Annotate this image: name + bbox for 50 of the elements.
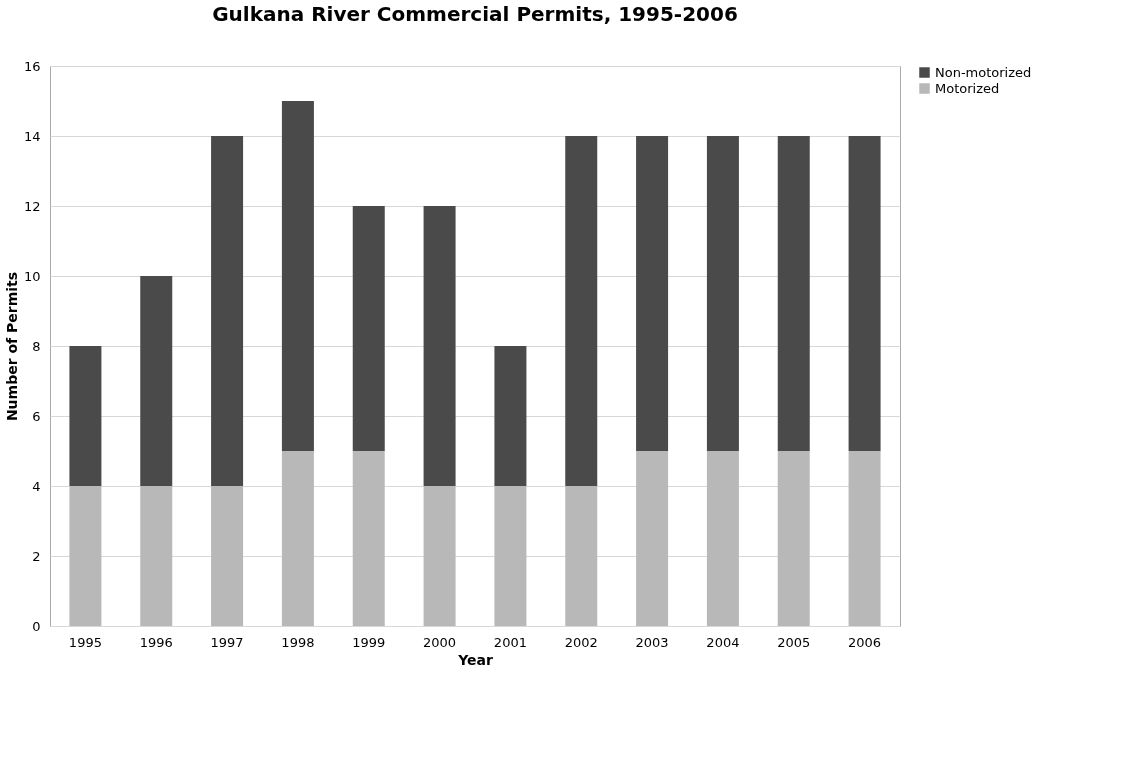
x-tick-label: 2000: [423, 634, 457, 650]
bar: [494, 486, 527, 626]
bar: [777, 451, 810, 626]
y-axis-title: Number of Permits: [3, 271, 20, 422]
bar: [848, 451, 881, 626]
bar: [777, 136, 810, 451]
bar: [565, 136, 598, 486]
x-tick-label: 1995: [68, 634, 102, 650]
y-tick-label: 6: [32, 408, 41, 424]
y-tick-label: 2: [32, 548, 41, 564]
bar: [211, 486, 244, 626]
x-axis-title: Year: [457, 651, 493, 668]
bar: [281, 101, 314, 451]
y-tick-label: 8: [32, 338, 41, 354]
y-tick-label: 4: [32, 478, 41, 494]
x-tick-label: 2004: [706, 634, 740, 650]
bar: [706, 451, 739, 626]
x-tick-label: 2003: [635, 634, 669, 650]
bar: [281, 451, 314, 626]
bar: [140, 276, 173, 486]
legend-label: Non-motorized: [935, 64, 1032, 80]
bar: [494, 346, 527, 486]
bar: [352, 206, 385, 451]
bar: [69, 346, 102, 486]
x-tick-label: 2002: [564, 634, 598, 650]
x-tick-label: 1997: [210, 634, 244, 650]
y-tick-label: 16: [23, 58, 41, 74]
bar: [140, 486, 173, 626]
bar: [848, 136, 881, 451]
bar: [211, 136, 244, 486]
y-tick-label: 14: [23, 128, 41, 144]
x-tick-label: 2005: [777, 634, 811, 650]
bar: [352, 451, 385, 626]
bar: [565, 486, 598, 626]
x-tick-label: 1998: [281, 634, 315, 650]
legend-label: Motorized: [935, 80, 1000, 96]
x-tick-label: 1996: [139, 634, 173, 650]
bar: [423, 206, 456, 486]
y-tick-label: 10: [23, 268, 41, 284]
x-tick-label: 2001: [493, 634, 527, 650]
bar: [636, 451, 669, 626]
y-tick-label: 0: [32, 618, 41, 634]
x-tick-label: 2006: [848, 634, 882, 650]
chart-title: Gulkana River Commercial Permits, 1995-2006: [212, 2, 738, 26]
bar: [423, 486, 456, 626]
x-tick-label: 1999: [352, 634, 386, 650]
bar: [706, 136, 739, 451]
bar: [69, 486, 102, 626]
bar: [636, 136, 669, 451]
y-tick-label: 12: [23, 198, 41, 214]
